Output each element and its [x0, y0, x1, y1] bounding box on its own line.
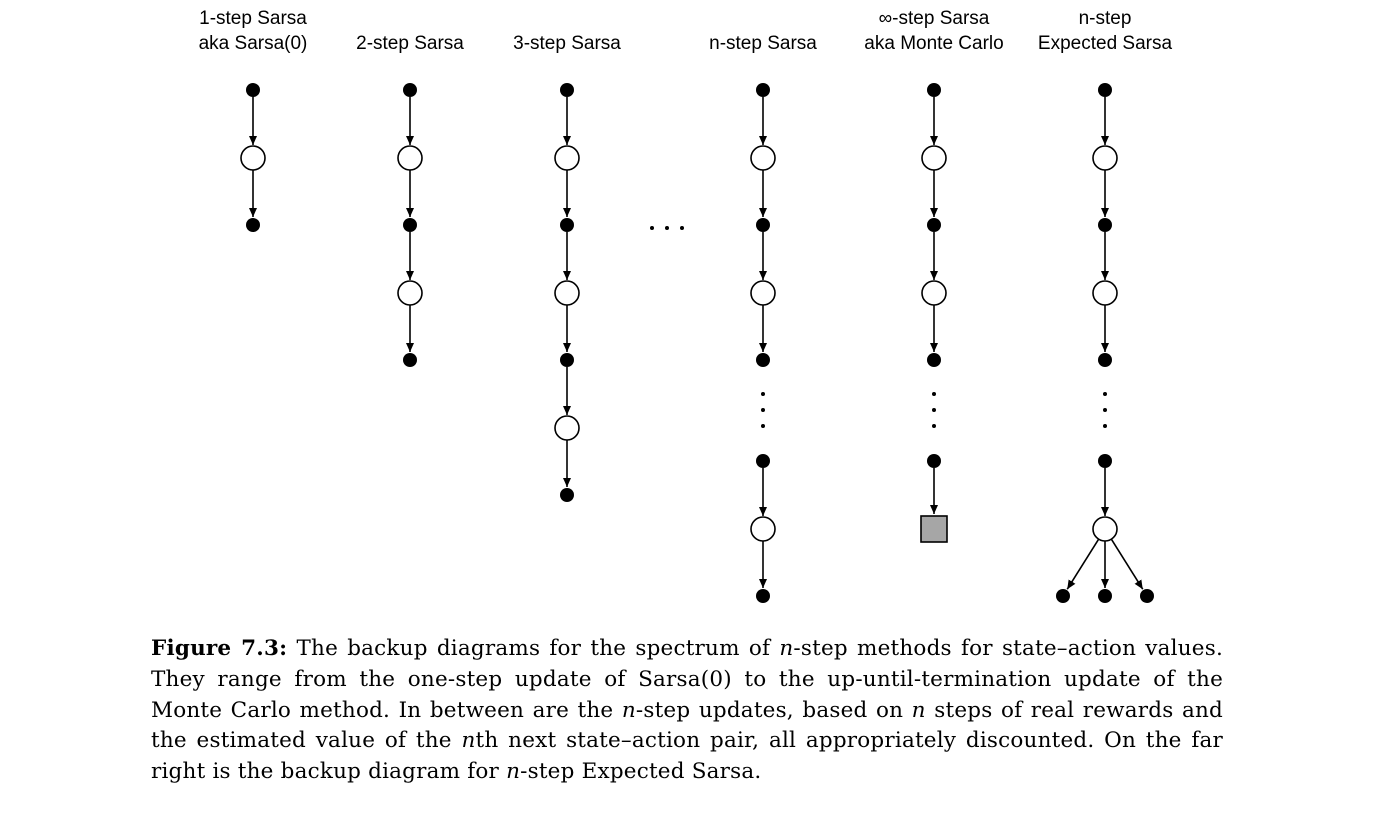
action-node — [560, 218, 574, 232]
action-node — [1098, 83, 1112, 97]
state-node — [750, 145, 776, 171]
state-node — [397, 280, 423, 306]
caption-body: The backup diagrams for the spectrum of … — [151, 636, 1223, 784]
caption-math-n: n — [911, 697, 926, 723]
figure-caption: Figure 7.3: The backup diagrams for the … — [151, 634, 1223, 788]
state-node — [750, 280, 776, 306]
action-node — [756, 353, 770, 367]
caption-text: -step updates, based on — [635, 697, 912, 723]
vertical-ellipsis-dot — [1103, 392, 1107, 396]
caption-math-n: n — [779, 636, 794, 661]
action-node — [560, 83, 574, 97]
column-title-line: Expected Sarsa — [1038, 33, 1173, 54]
action-node — [1098, 218, 1112, 232]
expectation-branch-arrow — [1110, 538, 1144, 590]
state-node — [1092, 280, 1118, 306]
state-node — [750, 516, 776, 542]
column-title-line: ∞-step Sarsa — [879, 8, 990, 29]
action-node — [1056, 589, 1070, 603]
caption-text: steps of real rewards and the estimated … — [151, 697, 1223, 754]
action-node — [560, 353, 574, 367]
state-node — [240, 145, 266, 171]
caption-text: -step Expected Sarsa. — [520, 759, 762, 785]
action-node — [927, 83, 941, 97]
caption-text: th next state–action pair, all appropria… — [151, 728, 1223, 785]
state-node — [554, 415, 580, 441]
vertical-ellipsis-dot — [761, 408, 765, 412]
column-title-line: 2-step Sarsa — [356, 33, 464, 54]
action-node — [927, 218, 941, 232]
action-node — [1140, 589, 1154, 603]
column-title-line: aka Sarsa(0) — [199, 33, 308, 54]
between-columns-ellipsis — [650, 226, 684, 230]
action-node — [403, 353, 417, 367]
vertical-ellipsis-dot — [1103, 408, 1107, 412]
action-node — [403, 218, 417, 232]
vertical-ellipsis-dot — [761, 392, 765, 396]
action-node — [927, 454, 941, 468]
caption-text: -step methods for state–action values. T… — [151, 636, 1223, 723]
action-node — [756, 83, 770, 97]
column-title-line: aka Monte Carlo — [864, 33, 1003, 54]
caption-text: The backup diagrams for the spectrum of — [287, 636, 780, 661]
vertical-ellipsis-dot — [761, 424, 765, 428]
column-title-line: n-step — [1079, 8, 1132, 29]
column-title-line: 1-step Sarsa — [199, 8, 307, 29]
column-title-line: n-step Sarsa — [709, 33, 817, 54]
state-node — [1092, 145, 1118, 171]
state-node — [1092, 516, 1118, 542]
terminal-state-node — [920, 515, 948, 543]
caption-math-n: n — [461, 728, 476, 754]
state-node — [397, 145, 423, 171]
action-node — [756, 589, 770, 603]
horizontal-ellipsis-dot — [680, 226, 684, 230]
backup-diagrams-figure: 1-step Sarsa aka Sarsa(0) 2-step Sarsa 3-st… — [199, 8, 1173, 603]
action-node — [756, 218, 770, 232]
action-node — [927, 353, 941, 367]
action-node — [1098, 589, 1112, 603]
vertical-ellipsis-dot — [932, 424, 936, 428]
action-node — [1098, 353, 1112, 367]
vertical-ellipsis-dot — [932, 392, 936, 396]
state-node — [554, 280, 580, 306]
caption-label: Figure 7.3: — [151, 636, 288, 661]
action-node — [560, 488, 574, 502]
column-title-line: 3-step Sarsa — [513, 33, 621, 54]
state-node — [554, 145, 580, 171]
caption-math-n: n — [506, 759, 521, 785]
action-node — [246, 218, 260, 232]
state-node — [921, 145, 947, 171]
horizontal-ellipsis-dot — [665, 226, 669, 230]
action-node — [403, 83, 417, 97]
caption-math-n: n — [621, 697, 636, 723]
vertical-ellipsis-dot — [932, 408, 936, 412]
expectation-branch-arrow — [1066, 538, 1100, 590]
action-node — [756, 454, 770, 468]
horizontal-ellipsis-dot — [650, 226, 654, 230]
state-node — [921, 280, 947, 306]
action-node — [1098, 454, 1112, 468]
action-node — [246, 83, 260, 97]
vertical-ellipsis-dot — [1103, 424, 1107, 428]
